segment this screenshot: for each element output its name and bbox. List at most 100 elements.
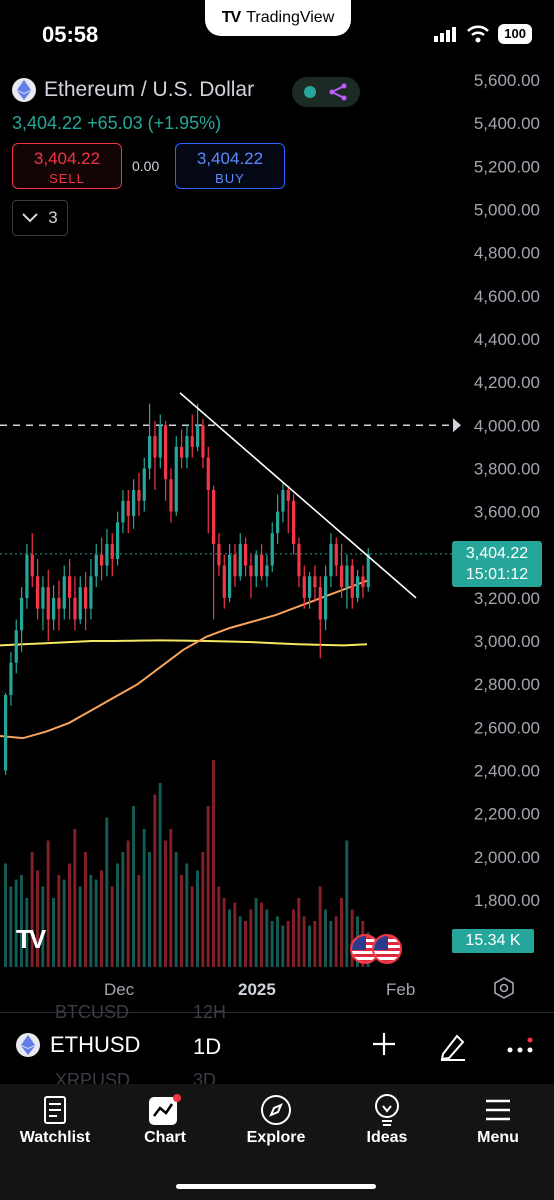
ticker-label: ETHUSD bbox=[50, 1032, 141, 1057]
add-icon[interactable] bbox=[370, 1030, 398, 1058]
candle-body bbox=[244, 543, 248, 566]
us-flag-event-icon[interactable] bbox=[372, 934, 402, 964]
volume-bar bbox=[222, 898, 226, 967]
volume-bar bbox=[164, 840, 167, 967]
app-pill[interactable]: TV TradingView bbox=[205, 0, 351, 36]
signal-icon bbox=[434, 27, 457, 42]
volume-bar bbox=[334, 916, 338, 967]
symbol-selector[interactable]: ETHUSD bbox=[16, 1032, 140, 1058]
volume-bar bbox=[73, 829, 77, 967]
candle-body bbox=[260, 554, 264, 577]
indicators-toggle-button[interactable]: 3 bbox=[12, 200, 68, 236]
tab-label: Chart bbox=[144, 1129, 186, 1146]
chart-area[interactable]: 5,600.00 5,400.00 5,200.00 5,000.00 4,800.00… bbox=[0, 60, 554, 1010]
candle-body bbox=[68, 576, 72, 598]
symbol-bar bbox=[0, 1012, 554, 1084]
ghost-interval: 12H bbox=[193, 1002, 227, 1022]
volume-bar bbox=[9, 886, 13, 967]
candle-body bbox=[265, 565, 269, 577]
candle-body bbox=[132, 490, 136, 516]
share-icon[interactable] bbox=[328, 82, 348, 102]
interval-selector[interactable]: 1D bbox=[193, 1034, 222, 1059]
y-axis-tick-label: 5,000.00 bbox=[474, 200, 540, 219]
volume-bar bbox=[238, 916, 242, 967]
home-indicator bbox=[176, 1184, 376, 1189]
tab-chart[interactable]: Chart bbox=[110, 1093, 220, 1147]
volume-bar bbox=[292, 909, 295, 967]
volume-bar bbox=[62, 879, 66, 967]
y-axis-tick-label: 5,600.00 bbox=[474, 71, 540, 90]
y-axis-tick-label: 4,000.00 bbox=[474, 416, 540, 435]
app-name: TradingView bbox=[246, 9, 335, 26]
volume-bar bbox=[302, 916, 306, 967]
candle-body bbox=[89, 576, 93, 609]
resistance-trendline bbox=[179, 392, 417, 599]
tab-explore[interactable]: Explore bbox=[221, 1093, 331, 1147]
y-axis-tick-label: 3,000.00 bbox=[474, 632, 540, 651]
candle-body bbox=[121, 500, 125, 523]
y-axis-tick-label: 5,200.00 bbox=[474, 157, 540, 176]
candle-body bbox=[73, 597, 77, 620]
market-open-dot-icon bbox=[304, 86, 316, 98]
compass-icon bbox=[261, 1095, 291, 1125]
candle-body bbox=[100, 554, 104, 566]
volume-bar bbox=[260, 902, 263, 967]
y-axis-tick-label: 4,200.00 bbox=[474, 373, 540, 392]
volume-bar bbox=[180, 875, 183, 967]
chart-settings-icon[interactable] bbox=[493, 977, 515, 999]
level-marker-icon bbox=[453, 418, 461, 433]
volume-bar bbox=[329, 921, 333, 967]
candle-body bbox=[206, 457, 210, 490]
sell-price: 3,404.22 bbox=[33, 149, 101, 168]
candle-body bbox=[62, 576, 66, 609]
candle-body bbox=[36, 576, 40, 609]
candle-body bbox=[116, 522, 120, 560]
drawing-pen-icon[interactable] bbox=[437, 1030, 469, 1062]
tradingview-watermark-icon[interactable]: TV bbox=[16, 924, 46, 954]
tab-ideas[interactable]: Ideas bbox=[332, 1093, 442, 1147]
volume-bar bbox=[174, 852, 178, 967]
volume-bar bbox=[52, 898, 55, 967]
volume-tag: 15.34 K bbox=[452, 929, 534, 953]
symbol-header[interactable]: Ethereum / U.S. Dollar bbox=[12, 78, 254, 102]
volume-bar bbox=[148, 852, 151, 967]
volume-bar bbox=[190, 886, 194, 967]
volume-bar bbox=[132, 806, 135, 967]
candle-body bbox=[222, 565, 226, 598]
sell-label: SELL bbox=[49, 171, 85, 186]
volume-bar bbox=[313, 921, 317, 967]
volume-bar bbox=[276, 916, 279, 967]
volume-bar bbox=[249, 909, 253, 967]
wifi-icon bbox=[467, 25, 490, 43]
price-chart[interactable]: 5,600.00 5,400.00 5,200.00 5,000.00 4,800.00… bbox=[0, 60, 554, 1010]
candle-body bbox=[148, 436, 152, 469]
buy-button[interactable]: 3,404.22 BUY bbox=[175, 143, 285, 189]
moving-average-long-line bbox=[0, 639, 368, 647]
battery-icon: 100 bbox=[498, 24, 532, 44]
volume-bar bbox=[68, 863, 71, 967]
candle-body bbox=[329, 543, 333, 577]
symbol-actions[interactable] bbox=[292, 77, 360, 107]
volume-bar bbox=[206, 806, 210, 967]
volume-bar bbox=[89, 875, 93, 967]
candle-body bbox=[313, 576, 317, 588]
tab-watchlist[interactable]: Watchlist bbox=[0, 1093, 110, 1147]
price-change: 3,404.22 +65.03 (+1.95%) bbox=[12, 113, 222, 133]
candle-countdown: 15:01:12 bbox=[465, 566, 529, 583]
candle-body bbox=[356, 576, 360, 598]
volume-bar bbox=[78, 886, 82, 967]
candle-body bbox=[238, 543, 242, 577]
tab-menu[interactable]: Menu bbox=[443, 1093, 553, 1147]
candle-body bbox=[20, 597, 24, 631]
sell-button[interactable]: 3,404.22 SELL bbox=[12, 143, 122, 189]
candle-body bbox=[366, 553, 370, 588]
more-options-icon[interactable] bbox=[506, 1030, 534, 1058]
volume-bar bbox=[46, 840, 50, 967]
volume-bar bbox=[57, 875, 61, 967]
candle-body bbox=[169, 479, 173, 512]
candle-body bbox=[14, 630, 18, 663]
candle-body bbox=[345, 565, 349, 588]
volume-bar bbox=[228, 909, 231, 967]
y-axis-tick-label: 3,200.00 bbox=[474, 589, 540, 608]
candle-body bbox=[164, 425, 168, 480]
